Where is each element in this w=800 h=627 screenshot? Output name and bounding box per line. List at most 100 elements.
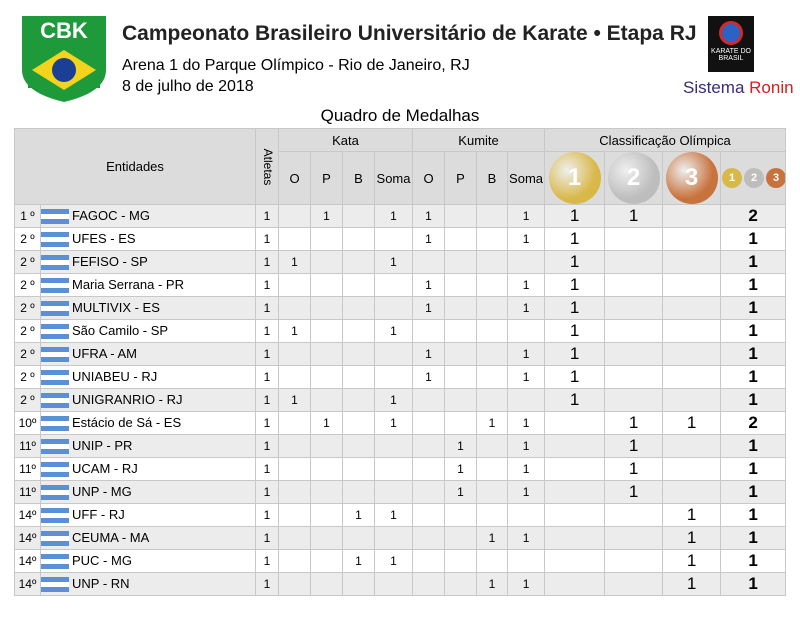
data-row: 2 º UNIABEU - RJ 1 1 1 1 1 [14, 365, 787, 389]
cell [278, 572, 312, 596]
cell [476, 296, 509, 320]
sub-header: P [444, 151, 478, 205]
cell [342, 480, 376, 504]
cell [310, 434, 344, 458]
logo-text: CBK [40, 18, 88, 43]
cell [444, 227, 478, 251]
count: 1 [544, 250, 606, 274]
count: 1 [544, 273, 606, 297]
badge: KARATE DO BRASIL [708, 16, 754, 72]
count: 1 [507, 411, 546, 435]
cell [310, 503, 344, 527]
entity-name: UCAM - RJ [72, 460, 138, 476]
cell [444, 549, 478, 573]
flag [41, 347, 69, 363]
cell [374, 572, 414, 596]
count: 1 [255, 503, 280, 527]
rank: 11º [14, 480, 41, 504]
count: 1 [255, 296, 280, 320]
cell [374, 342, 414, 366]
count: 1 [255, 526, 280, 550]
table-title: Quadro de Medalhas [320, 106, 480, 125]
count: 1 [720, 250, 787, 274]
cell [604, 273, 664, 297]
cell [444, 296, 478, 320]
cell [374, 273, 414, 297]
cell [662, 204, 722, 228]
data-row: 2 º UNIGRANRIO - RJ 1 1 1 1 1 [14, 388, 787, 412]
cell: UNIGRANRIO - RJ [39, 388, 257, 412]
count: 1 [278, 250, 312, 274]
cell [342, 388, 376, 412]
entities-header: Entidades [13, 128, 257, 205]
count: 1 [374, 388, 414, 412]
flag [41, 485, 69, 501]
count: 1 [720, 365, 787, 389]
flag [41, 393, 69, 409]
count: 1 [507, 480, 546, 504]
count: 1 [720, 296, 787, 320]
cell: UNIABEU - RJ [39, 365, 257, 389]
cell [278, 503, 312, 527]
count: 1 [662, 572, 722, 596]
count: 1 [255, 319, 280, 343]
cell [310, 388, 344, 412]
rank: 2 º [14, 342, 41, 366]
count: 1 [507, 204, 546, 228]
flag [41, 209, 69, 225]
count: 1 [342, 503, 376, 527]
rank: 2 º [14, 319, 41, 343]
count: 1 [604, 434, 664, 458]
brand-a: Sistema [683, 78, 745, 97]
cell [444, 273, 478, 297]
entity-name: UFF - RJ [72, 506, 125, 522]
rank: 2 º [14, 250, 41, 274]
count: 1 [412, 204, 446, 228]
group-header: Kumite [412, 128, 546, 152]
cell [662, 296, 722, 320]
rank: 11º [14, 457, 41, 481]
cell [310, 526, 344, 550]
count: 1 [507, 365, 546, 389]
cell [507, 388, 546, 412]
cell [476, 388, 509, 412]
rank: 14º [14, 549, 41, 573]
entity-name: UFES - ES [72, 230, 136, 246]
cell [604, 572, 664, 596]
data-row: 14º UNP - RN 1 1 1 1 1 [14, 572, 787, 596]
data-row: 14º PUC - MG 1 1 1 1 1 [14, 549, 787, 573]
cell [374, 296, 414, 320]
cell [507, 549, 546, 573]
cell [444, 572, 478, 596]
cell [278, 411, 312, 435]
count: 1 [507, 572, 546, 596]
cell [278, 342, 312, 366]
count: 1 [507, 296, 546, 320]
rank: 2 º [14, 365, 41, 389]
count: 1 [604, 457, 664, 481]
venue: Arena 1 do Parque Olímpico - Rio de Jane… [122, 57, 470, 74]
cell: São Camilo - SP [39, 319, 257, 343]
cell: FAGOC - MG [39, 204, 257, 228]
cell [604, 319, 664, 343]
cell [662, 250, 722, 274]
data-row: 11º UCAM - RJ 1 1 1 1 1 [14, 457, 787, 481]
cell [476, 434, 509, 458]
sub-header: O [278, 151, 312, 205]
cell [544, 503, 606, 527]
cell [374, 434, 414, 458]
count: 1 [476, 572, 509, 596]
count: 1 [255, 273, 280, 297]
cell [662, 227, 722, 251]
cell [604, 388, 664, 412]
flag [41, 255, 69, 271]
count: 1 [544, 296, 606, 320]
cell [374, 526, 414, 550]
flag [41, 232, 69, 248]
cell [662, 434, 722, 458]
rank: 11º [14, 434, 41, 458]
count: 1 [374, 319, 414, 343]
cell [476, 250, 509, 274]
count: 1 [255, 549, 280, 573]
cell: PUC - MG [39, 549, 257, 573]
